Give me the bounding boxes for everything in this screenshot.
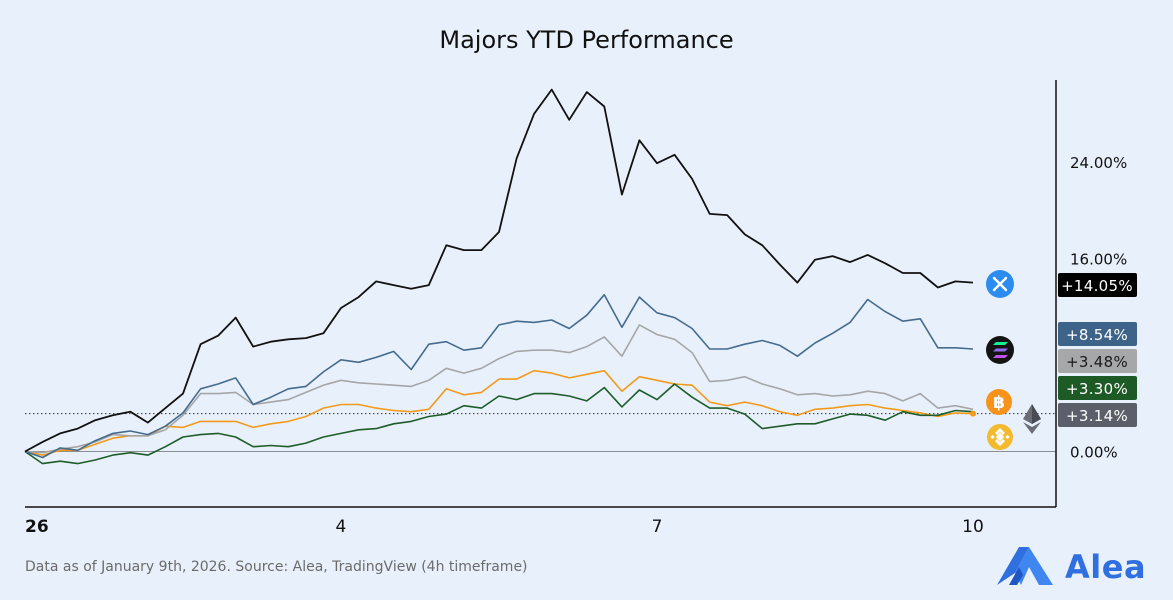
value-badge: +8.54%: [1058, 322, 1137, 346]
badge-label: +3.14%: [1066, 407, 1128, 425]
series-line-0: [24, 88, 974, 453]
series-end-point: [970, 410, 976, 417]
x-tick-label: 10: [962, 517, 984, 537]
svg-text:฿: ฿: [993, 393, 1005, 413]
y-tick-label: 0.00%: [1070, 444, 1118, 462]
badge-background: [1058, 322, 1137, 346]
x-tick-label: 7: [652, 517, 663, 537]
x-tick-label: 4: [336, 517, 347, 537]
chart-title: Majors YTD Performance: [439, 26, 734, 54]
badge-label: +8.54%: [1066, 326, 1128, 344]
xrp-icon: [986, 270, 1014, 298]
series-line-1: [24, 293, 974, 459]
bitcoin-icon: ฿: [986, 389, 1012, 415]
badge-background: [1058, 349, 1137, 373]
value-badge: +3.14%: [1058, 403, 1137, 427]
alea-logo-icon: [997, 547, 1053, 585]
brand-logo: Alea: [995, 545, 1146, 589]
value-badge: +14.05%: [1058, 273, 1137, 297]
badge-background: [1058, 273, 1137, 297]
series-line-3: [24, 383, 974, 465]
series-line-4: [24, 369, 974, 456]
badge-label: +3.48%: [1066, 353, 1128, 371]
value-badge: +3.30%: [1058, 376, 1137, 400]
y-tick-label: 24.00%: [1070, 154, 1127, 172]
ethereum-icon: [1023, 404, 1041, 434]
value-badge: +3.48%: [1058, 349, 1137, 373]
badge-background: [1058, 403, 1137, 427]
brand-name: Alea: [1065, 548, 1147, 586]
badge-background: [1058, 376, 1137, 400]
badge-label: +14.05%: [1061, 277, 1133, 295]
series-line-2: [24, 324, 974, 454]
x-tick-label: 26: [25, 517, 49, 537]
y-tick-label: 16.00%: [1070, 251, 1127, 269]
badge-label: +3.30%: [1066, 380, 1128, 398]
source-note: Data as of January 9th, 2026. Source: Al…: [25, 559, 528, 575]
solana-icon: [986, 336, 1014, 364]
bnb-icon: [987, 424, 1013, 450]
